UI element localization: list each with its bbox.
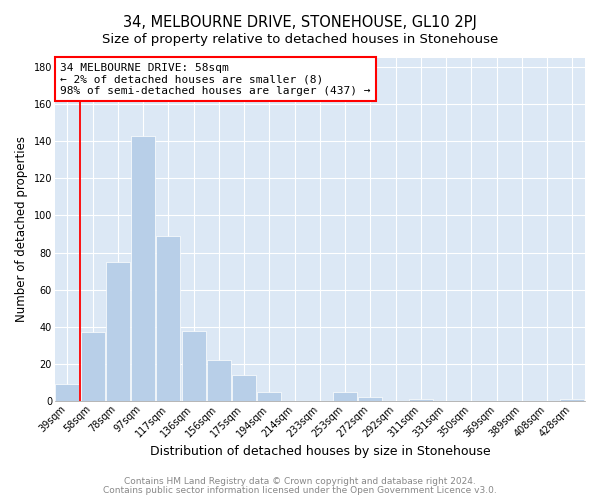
Bar (106, 262, 130, 401)
Y-axis label: Number of detached properties: Number of detached properties (15, 136, 28, 322)
Text: 34, MELBOURNE DRIVE, STONEHOUSE, GL10 2PJ: 34, MELBOURNE DRIVE, STONEHOUSE, GL10 2P… (123, 15, 477, 30)
Bar (358, 398, 382, 401)
Bar (207, 360, 231, 401)
Bar (333, 392, 357, 401)
Bar (409, 400, 433, 401)
Text: 34 MELBOURNE DRIVE: 58sqm
← 2% of detached houses are smaller (8)
98% of semi-de: 34 MELBOURNE DRIVE: 58sqm ← 2% of detach… (60, 62, 371, 96)
Bar (55, 384, 79, 401)
Text: Contains HM Land Registry data © Crown copyright and database right 2024.: Contains HM Land Registry data © Crown c… (124, 477, 476, 486)
Text: Contains public sector information licensed under the Open Government Licence v3: Contains public sector information licen… (103, 486, 497, 495)
Bar (560, 400, 584, 401)
Bar (257, 392, 281, 401)
Bar (232, 375, 256, 401)
Bar (182, 330, 206, 401)
Bar (131, 136, 155, 401)
X-axis label: Distribution of detached houses by size in Stonehouse: Distribution of detached houses by size … (149, 444, 490, 458)
Bar (157, 236, 181, 401)
Text: Size of property relative to detached houses in Stonehouse: Size of property relative to detached ho… (102, 32, 498, 46)
Bar (81, 332, 104, 401)
